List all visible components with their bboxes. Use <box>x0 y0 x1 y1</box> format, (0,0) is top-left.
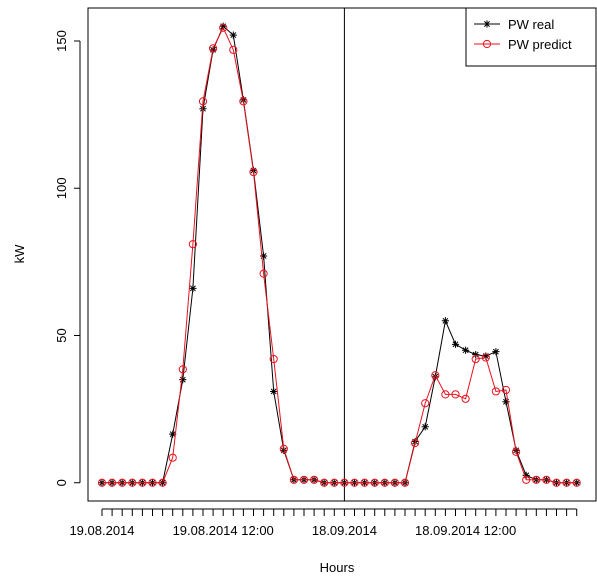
point <box>350 478 359 487</box>
legend-box <box>465 7 597 67</box>
point <box>168 453 177 462</box>
point <box>462 346 470 354</box>
point <box>431 371 440 380</box>
x-tick-label: 19.08.2014 12:00 <box>173 523 274 538</box>
x-tick-label: 18.09.2014 <box>312 523 377 538</box>
point <box>481 353 490 362</box>
point <box>471 354 480 364</box>
y-tick-label: 50 <box>54 328 69 342</box>
point <box>97 478 107 487</box>
point <box>482 39 492 49</box>
x-axis-label: Hours <box>320 560 355 575</box>
point <box>209 44 218 53</box>
point <box>199 105 207 113</box>
point <box>380 478 389 487</box>
legend-label: PW real <box>508 17 554 32</box>
point <box>108 478 117 487</box>
point <box>188 240 197 249</box>
point <box>552 478 561 487</box>
point <box>158 478 167 487</box>
point <box>483 20 491 28</box>
series-line <box>102 25 577 484</box>
point <box>562 478 571 487</box>
y-tick-label: 0 <box>54 479 69 486</box>
point <box>269 354 278 364</box>
y-tick-label: 100 <box>54 177 69 199</box>
point <box>310 475 319 484</box>
point <box>542 475 551 484</box>
point <box>360 478 369 487</box>
point <box>169 430 177 438</box>
point <box>138 478 147 487</box>
point <box>441 390 450 399</box>
point <box>451 390 460 399</box>
point <box>451 340 460 348</box>
point <box>289 475 298 484</box>
point <box>299 475 309 484</box>
x-tick-label: 18.09.2014 12:00 <box>415 523 516 538</box>
point <box>501 385 511 395</box>
point <box>400 478 410 487</box>
point <box>260 252 268 260</box>
point <box>340 478 349 487</box>
point <box>441 317 449 325</box>
point <box>128 478 137 487</box>
point <box>239 97 248 106</box>
plot-frame <box>87 7 597 502</box>
point <box>279 444 288 453</box>
point <box>320 478 329 487</box>
point <box>249 167 258 177</box>
legend-label: PW predict <box>508 37 572 52</box>
y-tick-label: 150 <box>54 30 69 52</box>
x-tick-label: 19.08.2014 <box>69 523 134 538</box>
point <box>179 376 187 384</box>
point <box>390 478 399 487</box>
point <box>492 348 500 356</box>
point <box>259 269 268 278</box>
point <box>229 31 237 39</box>
point <box>482 352 490 360</box>
series-line <box>102 26 577 484</box>
point <box>421 399 430 408</box>
point <box>472 351 480 359</box>
point <box>219 23 228 32</box>
point <box>118 478 127 487</box>
y-axis-label: kW <box>12 244 27 264</box>
point <box>330 478 339 487</box>
point <box>461 394 470 403</box>
point <box>198 97 208 106</box>
point <box>572 478 581 487</box>
point <box>219 22 227 30</box>
point <box>522 471 530 479</box>
point <box>522 475 531 484</box>
point <box>178 365 187 374</box>
point <box>370 478 379 487</box>
point <box>411 438 420 448</box>
point <box>502 398 510 406</box>
point <box>229 45 238 54</box>
point <box>148 478 157 487</box>
point <box>512 447 521 456</box>
point <box>491 387 500 396</box>
point <box>270 387 278 396</box>
point <box>532 475 541 484</box>
point <box>189 284 197 292</box>
point <box>421 423 429 431</box>
